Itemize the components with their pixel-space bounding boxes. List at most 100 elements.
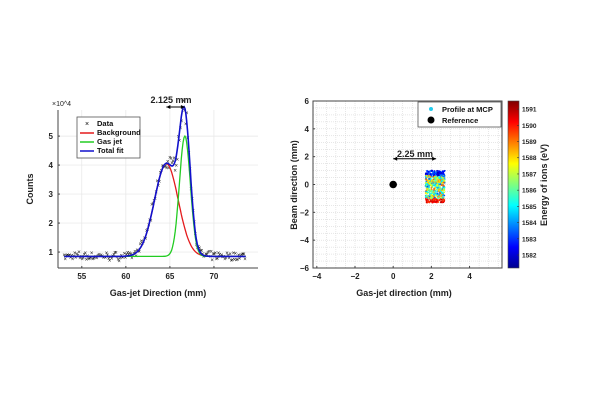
colorbar-tick-label: 1587 [522, 171, 537, 178]
profile-point [427, 200, 430, 203]
left-fit-curves [64, 105, 246, 258]
profile-point [440, 198, 443, 201]
profile-point [425, 199, 428, 202]
data-point: × [234, 252, 238, 258]
data-point: × [172, 156, 176, 162]
data-point: × [144, 236, 148, 242]
right-ytick-label: 2 [305, 153, 310, 162]
data-point: × [103, 255, 107, 261]
profile-point [426, 194, 429, 197]
data-point: × [92, 256, 96, 262]
left-ytick-label: 4 [49, 161, 54, 170]
profile-point [434, 200, 436, 202]
data-point: × [217, 251, 221, 257]
profile-point [427, 170, 430, 173]
legend-totalfit-label: Total fit [97, 146, 124, 155]
legend-profile-marker [429, 107, 433, 111]
data-point: × [63, 257, 67, 263]
profile-point [434, 180, 437, 182]
profile-point [440, 195, 442, 198]
profile-point [434, 190, 437, 193]
profile-point [438, 174, 440, 177]
profile-point [428, 186, 431, 189]
data-point: × [224, 256, 228, 262]
left-xlabel: Gas-jet Direction (mm) [110, 288, 207, 298]
data-point: × [97, 252, 101, 258]
data-point: × [134, 254, 138, 260]
data-point: × [84, 251, 88, 257]
profile-point [428, 191, 430, 194]
profile-point [433, 189, 435, 191]
profile-point [431, 190, 434, 193]
data-point: × [73, 251, 77, 257]
legend-gasjet-label: Gas jet [97, 137, 123, 146]
profile-point [436, 190, 439, 193]
profile-point [438, 193, 440, 195]
data-point: × [121, 256, 125, 262]
data-point: × [200, 248, 204, 254]
profile-point [437, 201, 440, 203]
data-point: × [122, 255, 126, 261]
data-point: × [176, 158, 180, 164]
profile-point [442, 171, 445, 174]
data-point: × [236, 258, 240, 264]
data-point: × [123, 252, 127, 258]
data-point: × [182, 99, 186, 105]
data-point: × [108, 258, 112, 264]
legend-profile-label: Profile at MCP [442, 105, 493, 114]
data-point: × [209, 250, 213, 256]
data-point: × [170, 161, 174, 167]
left-ytick-label: 2 [49, 219, 54, 228]
data-point: × [242, 252, 246, 258]
profile-point [430, 184, 433, 187]
profile-point [427, 196, 430, 199]
right-ytick-label: 6 [305, 97, 310, 106]
left-grid [58, 110, 258, 268]
profile-point [435, 192, 437, 195]
left-ytick-label: 3 [49, 190, 54, 199]
data-point: × [232, 251, 236, 257]
colorbar-tick-label: 1589 [522, 139, 537, 146]
data-point: × [107, 256, 111, 262]
right-legend: Profile at MCP Reference [417, 101, 502, 128]
data-point: × [114, 250, 118, 256]
profile-point [431, 196, 433, 199]
legend-background-label: Background [97, 128, 141, 137]
colorbar-tick-label: 1583 [522, 236, 537, 243]
left-ticks: 55 60 65 70 1 2 3 4 5 [49, 132, 219, 281]
data-point: × [115, 255, 119, 261]
data-point: × [169, 157, 173, 163]
left-y-multiplier: ×10^4 [52, 101, 71, 108]
data-point: × [109, 255, 113, 261]
profile-point [426, 191, 429, 194]
data-point: × [124, 255, 128, 261]
right-ylabel: Beam direction (mm) [289, 140, 299, 230]
profile-point [429, 173, 432, 176]
profile-point [442, 192, 444, 195]
profile-point [425, 178, 427, 181]
profile-point [440, 189, 443, 192]
right-scatter-points [424, 169, 446, 204]
profile-point [439, 192, 442, 195]
right-ytick-label: −4 [300, 236, 310, 245]
reference-point [389, 180, 397, 189]
profile-point [426, 169, 428, 172]
profile-point [424, 172, 427, 175]
right-ytick-label: 0 [305, 181, 310, 190]
data-point: × [110, 257, 114, 263]
profile-point [435, 172, 438, 175]
data-point: × [218, 252, 222, 258]
data-point: × [140, 239, 144, 245]
data-point: × [105, 251, 109, 257]
data-point: × [133, 249, 137, 255]
data-point: × [204, 252, 208, 258]
left-annotation: 2.125 mm [150, 95, 191, 105]
data-point: × [216, 256, 220, 262]
profile-point [429, 176, 432, 178]
colorbar-tick-label: 1584 [522, 220, 537, 227]
left-xtick-label: 70 [209, 272, 218, 281]
profile-point [430, 187, 433, 189]
